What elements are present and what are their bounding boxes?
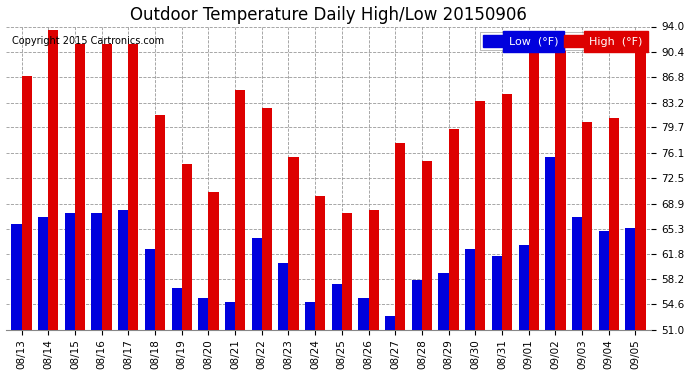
Bar bbox=[529, 44, 539, 330]
Bar bbox=[599, 231, 609, 330]
Bar bbox=[438, 273, 449, 330]
Bar bbox=[208, 192, 219, 330]
Bar bbox=[609, 118, 619, 330]
Bar bbox=[492, 256, 502, 330]
Bar bbox=[235, 90, 245, 330]
Bar bbox=[118, 210, 128, 330]
Bar bbox=[332, 284, 342, 330]
Bar bbox=[342, 213, 352, 330]
Bar bbox=[48, 30, 59, 330]
Bar bbox=[315, 196, 325, 330]
Bar bbox=[92, 213, 101, 330]
Bar bbox=[288, 157, 299, 330]
Bar bbox=[475, 100, 486, 330]
Bar bbox=[198, 298, 208, 330]
Bar bbox=[395, 143, 406, 330]
Bar bbox=[385, 316, 395, 330]
Bar bbox=[519, 245, 529, 330]
Bar bbox=[635, 51, 646, 330]
Bar bbox=[368, 210, 379, 330]
Bar bbox=[155, 115, 165, 330]
Bar bbox=[38, 217, 48, 330]
Bar bbox=[101, 44, 112, 330]
Bar bbox=[422, 160, 432, 330]
Bar bbox=[172, 288, 181, 330]
Bar bbox=[252, 238, 262, 330]
Bar bbox=[358, 298, 368, 330]
Bar bbox=[545, 157, 555, 330]
Legend: Low  (°F), High  (°F): Low (°F), High (°F) bbox=[480, 32, 646, 50]
Bar bbox=[75, 44, 85, 330]
Bar bbox=[65, 213, 75, 330]
Bar bbox=[262, 108, 272, 330]
Bar bbox=[555, 44, 566, 330]
Title: Outdoor Temperature Daily High/Low 20150906: Outdoor Temperature Daily High/Low 20150… bbox=[130, 6, 527, 24]
Bar bbox=[181, 164, 192, 330]
Bar bbox=[412, 280, 422, 330]
Bar bbox=[502, 93, 512, 330]
Bar bbox=[278, 263, 288, 330]
Bar bbox=[225, 302, 235, 330]
Text: Copyright 2015 Cartronics.com: Copyright 2015 Cartronics.com bbox=[12, 36, 164, 46]
Bar bbox=[21, 76, 32, 330]
Bar bbox=[128, 44, 139, 330]
Bar bbox=[572, 217, 582, 330]
Bar bbox=[12, 224, 21, 330]
Bar bbox=[448, 129, 459, 330]
Bar bbox=[465, 249, 475, 330]
Bar bbox=[145, 249, 155, 330]
Bar bbox=[305, 302, 315, 330]
Bar bbox=[582, 122, 592, 330]
Bar bbox=[625, 228, 635, 330]
